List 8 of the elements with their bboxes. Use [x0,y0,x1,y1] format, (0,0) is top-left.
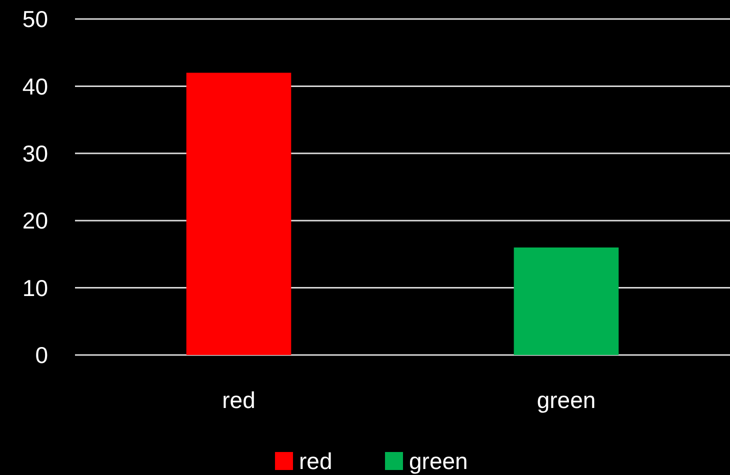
y-tick-label: 40 [22,73,48,100]
legend-label: green [409,448,468,474]
y-tick-label: 20 [22,208,48,234]
y-tick-label: 30 [22,140,48,166]
y-tick-label: 50 [22,6,48,32]
y-tick-label: 0 [35,342,48,368]
legend-label: red [299,448,332,474]
y-tick-label: 10 [22,274,48,301]
